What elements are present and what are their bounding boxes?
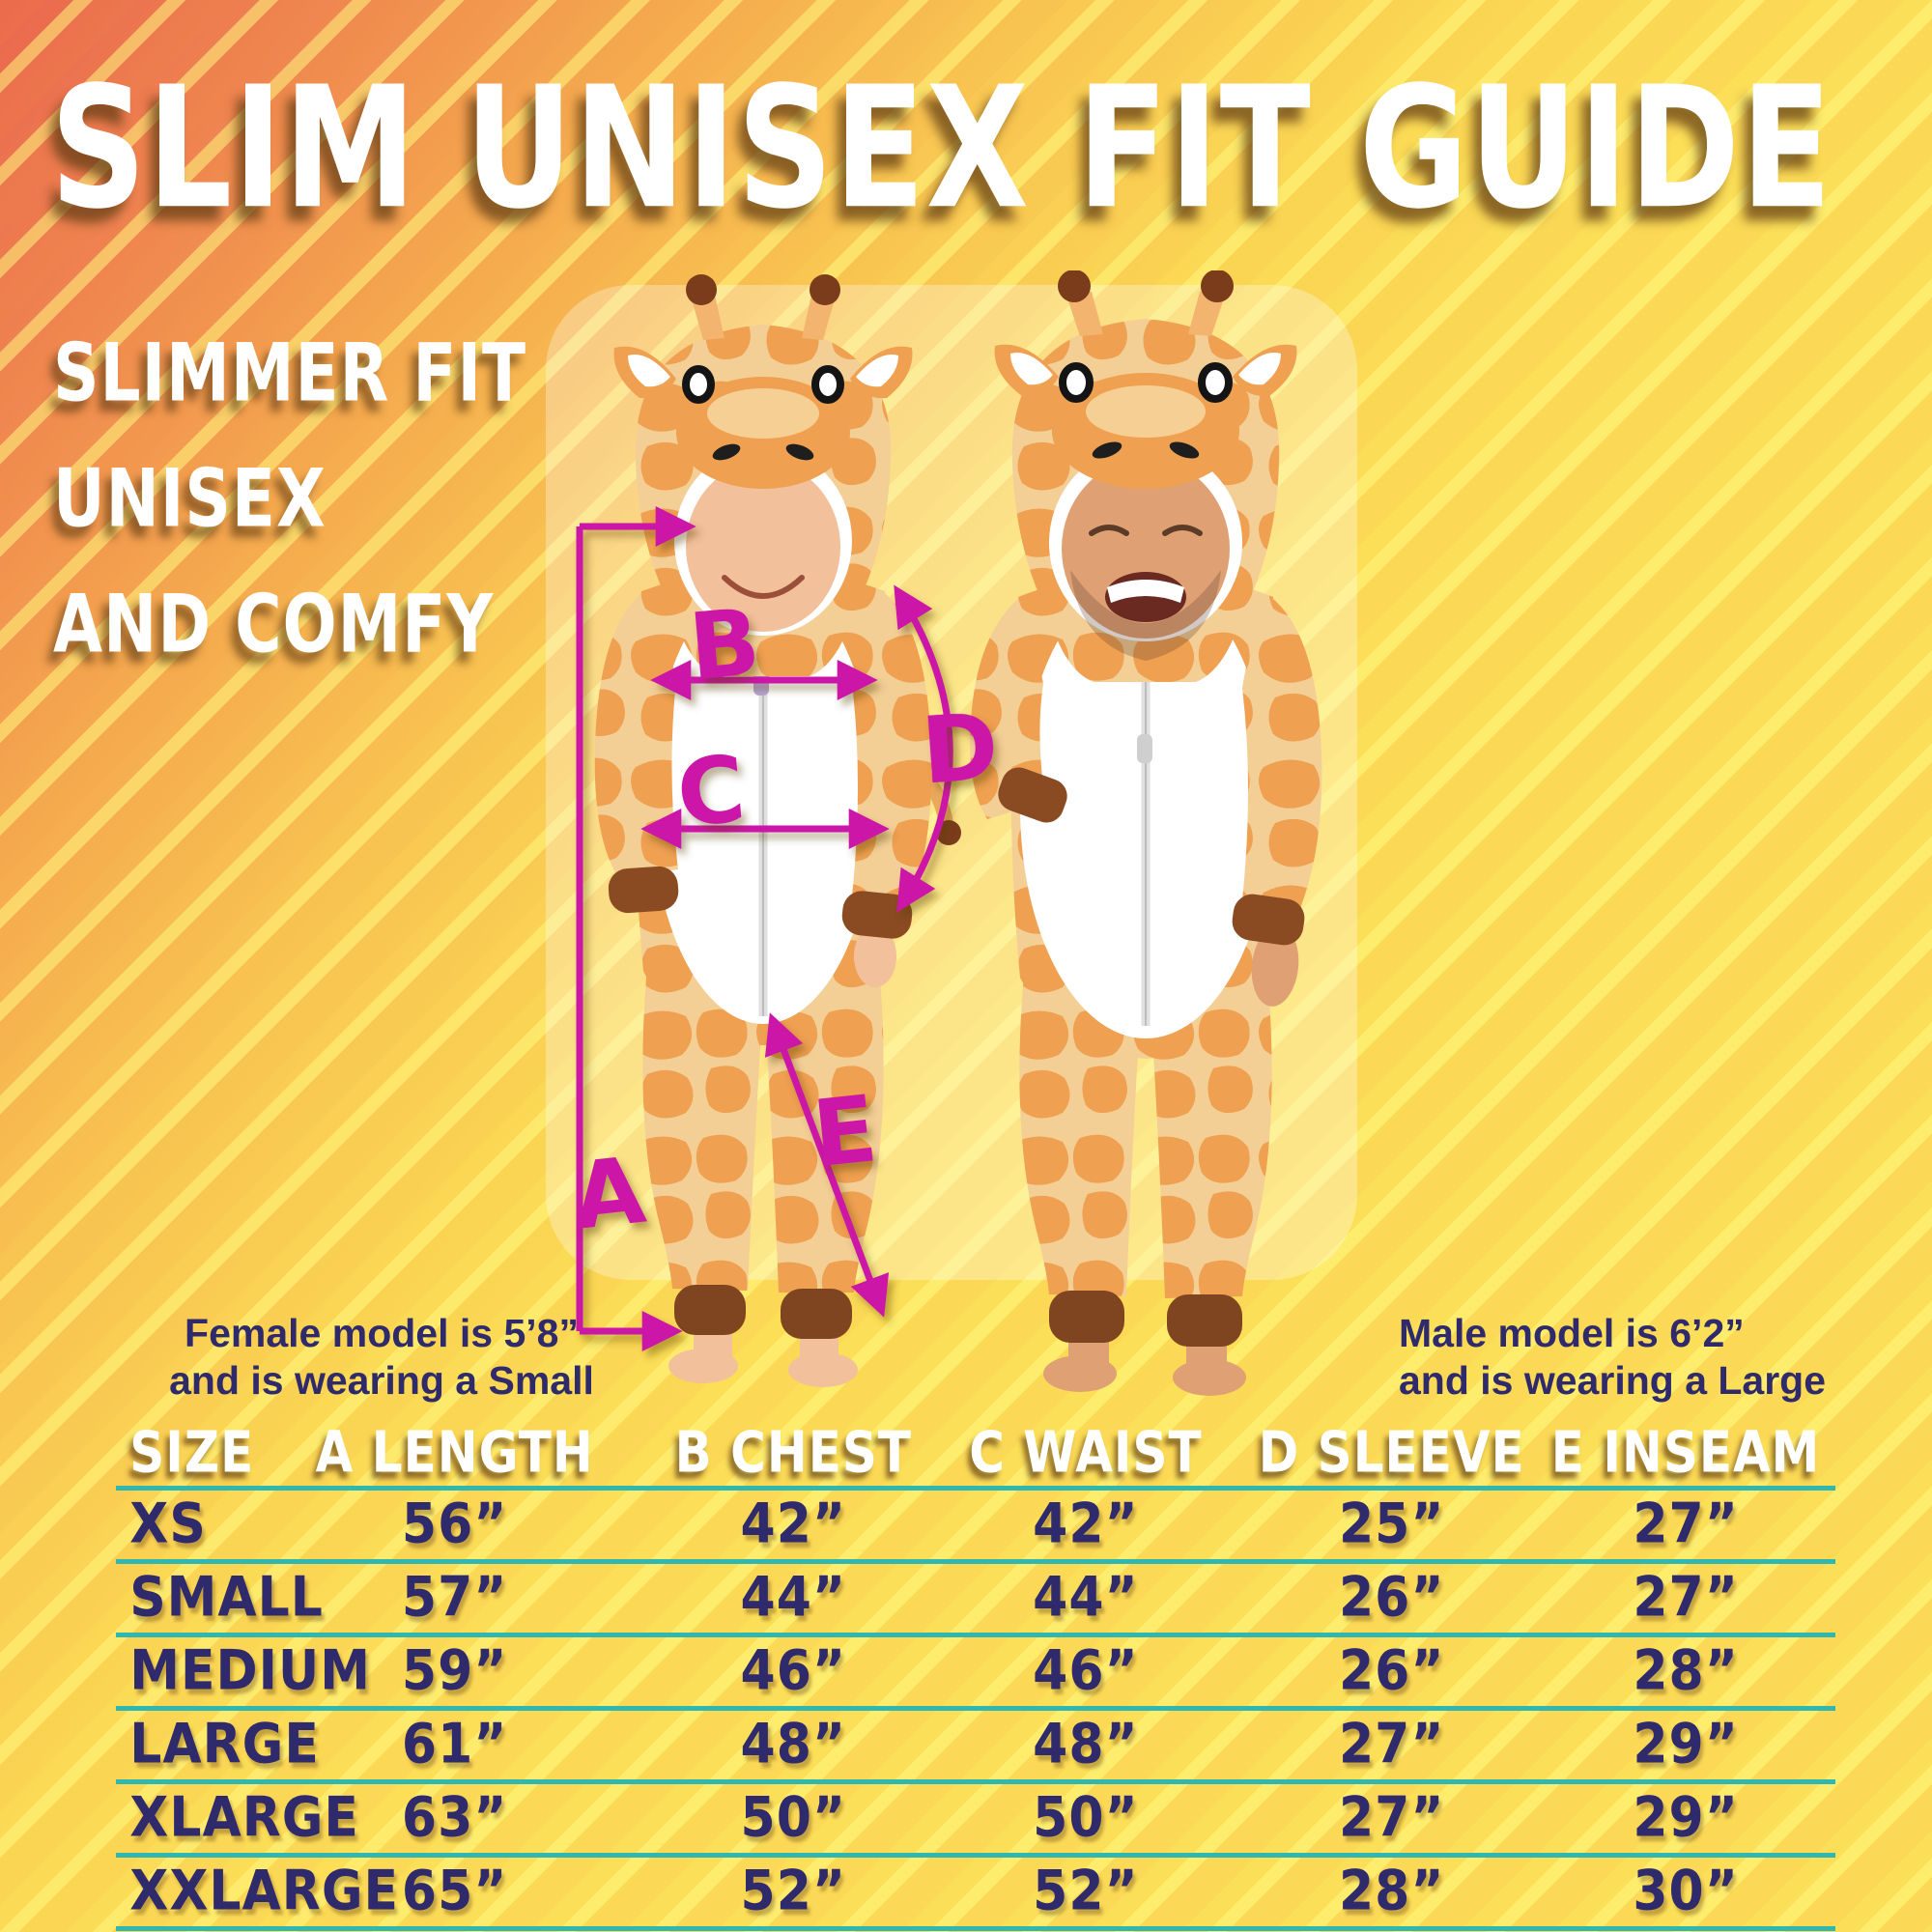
column-header-b-chest: B CHEST bbox=[674, 1419, 912, 1486]
beard-stubble bbox=[1070, 570, 1221, 661]
female-model-caption: Female model is 5’8” and is wearing a Sm… bbox=[124, 1310, 639, 1405]
male-foot bbox=[1043, 1355, 1117, 1392]
measurement-value: 28” bbox=[1633, 1638, 1739, 1703]
measurement-value: 50” bbox=[1033, 1785, 1139, 1850]
tagline-line-1: SLIMMER FIT bbox=[53, 327, 527, 420]
ankle-cuff bbox=[674, 1285, 746, 1335]
size-table-body: XS 56” 42” 42” 25” 27” SMALL 57” 44” 44” 26” 27” MED… bbox=[116, 1491, 1835, 1931]
measurement-annotations bbox=[576, 506, 953, 1351]
size-row-large: LARGE 61” 48” 48” 27” 29” bbox=[116, 1711, 1835, 1784]
measurement-value: 27” bbox=[1338, 1712, 1445, 1776]
male-hand bbox=[1251, 925, 1299, 1007]
measurement-value: 48” bbox=[740, 1712, 847, 1776]
measurement-value: 65” bbox=[401, 1859, 508, 1923]
size-table: SIZE A LENGTH B CHEST C WAIST D SLEEVE E INSE… bbox=[116, 1419, 1835, 1931]
measurement-value: 29” bbox=[1633, 1712, 1739, 1776]
measurement-value: 27” bbox=[1633, 1565, 1739, 1630]
smile bbox=[722, 575, 805, 599]
size-label: MEDIUM bbox=[129, 1638, 371, 1703]
column-header-e-inseam: E INSEAM bbox=[1550, 1419, 1821, 1486]
measurement-letters: A B C D E bbox=[568, 589, 1002, 1251]
wrist-cuff bbox=[998, 767, 1067, 823]
tagline-line-3: AND COMFY bbox=[53, 578, 495, 671]
measurement-value: 50” bbox=[740, 1785, 847, 1850]
female-caption-line-1: Female model is 5’8” bbox=[185, 1311, 579, 1355]
label-b-chest: B bbox=[685, 589, 764, 701]
measurement-value: 44” bbox=[1033, 1565, 1139, 1630]
measurement-value: 26” bbox=[1338, 1638, 1445, 1703]
giraffe-eye bbox=[1059, 362, 1094, 403]
ankle-cuff bbox=[1049, 1291, 1124, 1343]
column-header-a-length: A LENGTH bbox=[315, 1419, 594, 1486]
measurement-value: 46” bbox=[1033, 1638, 1139, 1703]
closed-eye bbox=[1089, 525, 1129, 536]
size-label: XXLARGE bbox=[129, 1859, 400, 1923]
measurement-value: 28” bbox=[1338, 1859, 1445, 1923]
male-caption-line-1: Male model is 6’2” bbox=[1399, 1311, 1745, 1355]
measurement-value: 52” bbox=[740, 1859, 847, 1923]
zipper-pull bbox=[1137, 734, 1152, 763]
wrist-cuff bbox=[608, 866, 679, 914]
measurement-value: 29” bbox=[1633, 1785, 1739, 1850]
giraffe-eye bbox=[682, 365, 715, 404]
measurement-value: 42” bbox=[1033, 1492, 1139, 1556]
measurement-value: 63” bbox=[401, 1785, 508, 1850]
ossicone bbox=[692, 294, 724, 340]
column-header-c-waist: C WAIST bbox=[969, 1419, 1203, 1486]
tagline: SLIMMER FIT UNISEX AND COMFY bbox=[53, 311, 526, 688]
female-caption-line-2: and is wearing a Small bbox=[169, 1358, 594, 1404]
nostril bbox=[712, 443, 741, 461]
label-d-sleeve: D bbox=[919, 694, 1002, 805]
male-model-caption: Male model is 6’2” and is wearing a Larg… bbox=[1399, 1310, 1920, 1405]
measurement-value: 44” bbox=[740, 1565, 847, 1630]
measurement-value: 25” bbox=[1338, 1492, 1445, 1556]
fit-diagram: A B C D E bbox=[568, 270, 1322, 1396]
label-c-waist: C bbox=[673, 736, 750, 848]
page-title: SLIM UNISEX FIT GUIDE bbox=[50, 50, 1833, 246]
label-a-length: A bbox=[568, 1138, 650, 1251]
size-table-header: SIZE A LENGTH B CHEST C WAIST D SLEEVE E INSE… bbox=[116, 1419, 1835, 1491]
measurement-value: 30” bbox=[1633, 1859, 1739, 1923]
size-row-medium: MEDIUM 59” 46” 46” 26” 28” bbox=[116, 1637, 1835, 1711]
label-e-inseam: E bbox=[809, 1076, 882, 1188]
size-label: XLARGE bbox=[129, 1785, 359, 1850]
male-face bbox=[1062, 459, 1230, 639]
measurement-value: 48” bbox=[1033, 1712, 1139, 1776]
inseam-arrow bbox=[764, 1012, 890, 1318]
measurement-value: 27” bbox=[1633, 1492, 1739, 1556]
measurement-value: 56” bbox=[401, 1492, 508, 1556]
female-face bbox=[686, 462, 840, 632]
column-header-size: SIZE bbox=[129, 1419, 255, 1486]
measurement-value: 61” bbox=[401, 1712, 508, 1776]
male-model-illustration bbox=[970, 270, 1322, 1396]
measurement-value: 46” bbox=[740, 1638, 847, 1703]
size-row-small: SMALL 57” 44” 44” 26” 27” bbox=[116, 1564, 1835, 1637]
measurement-value: 52” bbox=[1033, 1859, 1139, 1923]
male-caption-line-2: and is wearing a Large bbox=[1399, 1358, 1827, 1404]
column-header-d-sleeve: D SLEEVE bbox=[1258, 1419, 1525, 1486]
tagline-line-2: UNISEX bbox=[53, 452, 327, 546]
female-foot bbox=[668, 1349, 738, 1383]
size-row-xlarge: XLARGE 63” 50” 50” 27” 29” bbox=[116, 1784, 1835, 1858]
size-label: LARGE bbox=[129, 1712, 320, 1776]
measurement-value: 59” bbox=[401, 1638, 508, 1703]
size-label: XS bbox=[129, 1492, 207, 1556]
size-row-xs: XS 56” 42” 42” 25” 27” bbox=[116, 1491, 1835, 1564]
measurement-value: 57” bbox=[401, 1565, 508, 1630]
nostril bbox=[1092, 441, 1122, 459]
size-label: SMALL bbox=[129, 1565, 324, 1630]
measurement-value: 42” bbox=[740, 1492, 847, 1556]
measurement-value: 27” bbox=[1338, 1785, 1445, 1850]
size-row-xxlarge: XXLARGE 65” 52” 52” 28” 30” bbox=[116, 1858, 1835, 1931]
measurement-value: 26” bbox=[1338, 1565, 1445, 1630]
sleeve-arc-arrow bbox=[894, 584, 953, 913]
